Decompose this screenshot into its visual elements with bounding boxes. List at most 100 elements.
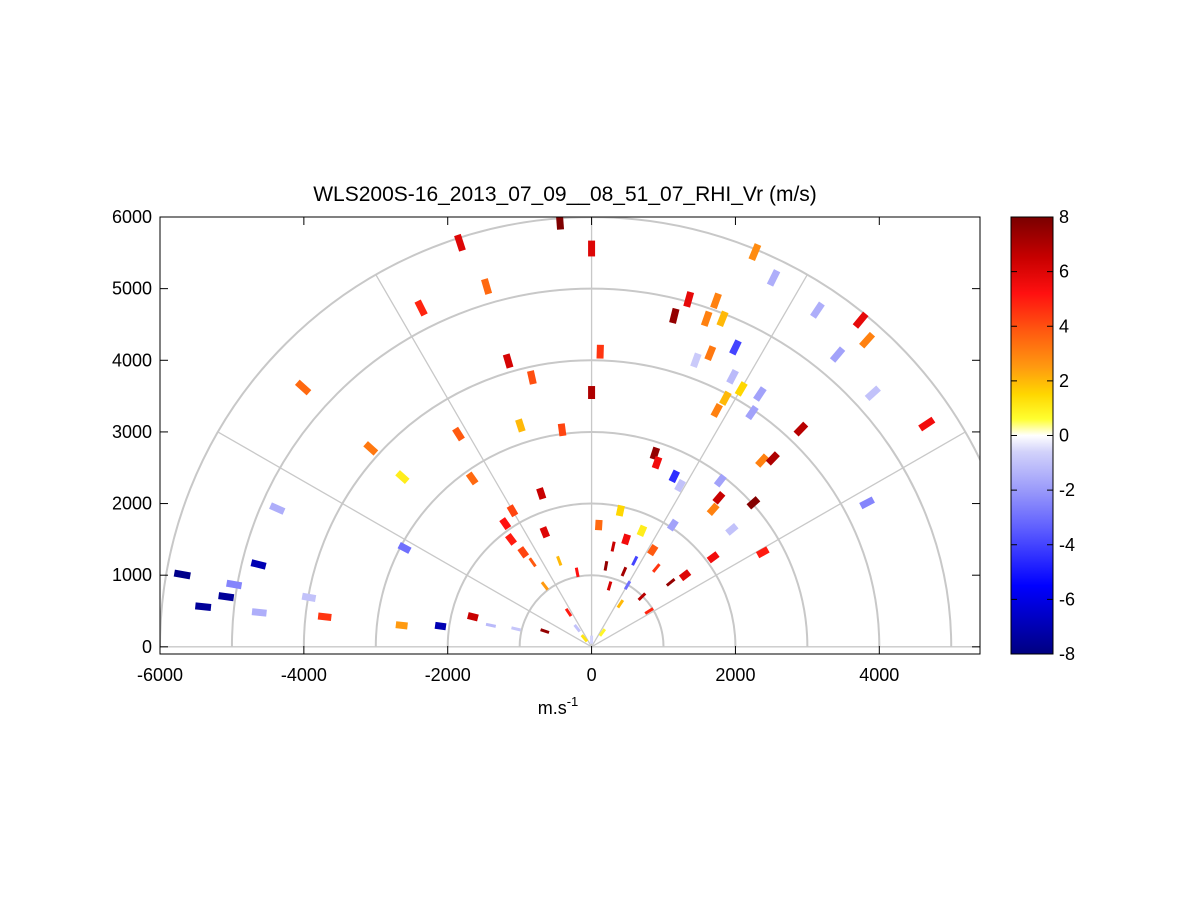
data-segment (452, 426, 465, 442)
data-segment (637, 592, 647, 602)
y-axis: 0 1000 2000 3000 4000 5000 6000 (112, 207, 980, 657)
data-segment (651, 455, 663, 470)
data-segment (218, 592, 235, 602)
data-segment (173, 569, 191, 580)
y-tick-label: 2000 (112, 494, 152, 514)
plot-area (160, 217, 980, 654)
y-tick-label: 5000 (112, 279, 152, 299)
data-marks (173, 217, 936, 644)
data-segment (615, 504, 625, 517)
data-segment (467, 612, 479, 622)
data-segment (652, 563, 661, 573)
data-segment (700, 310, 713, 327)
colorbar-tick-label: 6 (1059, 262, 1069, 282)
data-segment (515, 418, 526, 433)
data-segment (623, 580, 632, 591)
data-segment (729, 339, 742, 356)
data-segment (395, 621, 408, 630)
data-segment (598, 628, 607, 637)
data-segment (250, 559, 267, 570)
data-segment (852, 311, 869, 329)
data-segment (706, 551, 720, 564)
data-segment (502, 353, 514, 369)
data-segment (414, 299, 428, 317)
data-segment (527, 370, 537, 385)
x-axis-label-exponent: -1 (567, 694, 579, 709)
data-segment (690, 352, 702, 369)
colorbar-tick-label: -6 (1059, 589, 1075, 609)
y-tick-label: 6000 (112, 207, 152, 227)
data-segment (610, 541, 616, 552)
plot-frame (159, 216, 981, 655)
data-segment (719, 390, 732, 406)
x-axis: -6000 -4000 -2000 0 2000 4000 (137, 217, 899, 685)
data-segment (395, 470, 410, 484)
x-tick-label: 0 (587, 665, 597, 685)
data-segment (766, 269, 781, 287)
x-tick-label: -2000 (425, 665, 471, 685)
data-segment (620, 566, 628, 577)
data-segment (573, 623, 581, 633)
data-segment (269, 502, 286, 515)
data-segment (636, 524, 648, 537)
data-segment (251, 608, 267, 617)
data-segment (793, 421, 809, 437)
data-segment (810, 301, 825, 319)
data-segment (725, 522, 739, 536)
data-segment (704, 345, 717, 362)
colorbar: -8 -6 -4 -2 0 2 4 6 8 (1010, 207, 1075, 664)
data-segment (665, 578, 676, 587)
data-segment (829, 346, 846, 363)
data-segment (674, 478, 686, 493)
data-segment (481, 278, 493, 295)
data-segment (616, 599, 625, 609)
data-segment (499, 517, 512, 531)
y-tick-label: 1000 (112, 565, 152, 585)
data-segment (506, 504, 519, 518)
azimuth-spoke (217, 431, 592, 648)
data-segment (564, 607, 573, 617)
data-segment (753, 386, 767, 402)
colorbar-tick-label: 2 (1059, 371, 1069, 391)
x-tick-label: -4000 (281, 665, 327, 685)
data-segment (485, 622, 497, 628)
colorbar-ticks: -8 -6 -4 -2 0 2 4 6 8 (1011, 207, 1075, 664)
data-segment (454, 233, 466, 252)
data-segment (748, 243, 762, 262)
data-segment (528, 557, 537, 568)
colorbar-tick-label: -8 (1059, 644, 1075, 664)
data-segment (668, 469, 680, 484)
data-segment (606, 581, 613, 591)
data-segment (710, 292, 722, 310)
data-segment (713, 473, 727, 488)
data-segment (734, 381, 748, 397)
y-tick-label: 0 (142, 637, 152, 657)
x-axis-label: m.s-1 (538, 694, 579, 718)
data-segment (716, 310, 729, 327)
data-segment (666, 518, 679, 532)
data-segment (864, 385, 881, 402)
colorbar-tick-label: 0 (1059, 426, 1069, 446)
chart-title: WLS200S-16_2013_07_09__08_51_07_RHI_Vr (… (313, 183, 817, 206)
data-segment (397, 542, 412, 554)
data-segment (540, 628, 550, 634)
data-segment (539, 526, 551, 539)
colorbar-tick-label: -4 (1059, 535, 1075, 555)
data-segment (505, 533, 517, 546)
data-segment (859, 331, 876, 349)
data-segment (556, 217, 565, 230)
data-segment (557, 423, 567, 437)
data-segment (644, 607, 654, 615)
data-segment (678, 569, 692, 582)
x-tick-label: -6000 (137, 665, 183, 685)
data-segment (511, 626, 522, 632)
data-segment (594, 519, 603, 531)
data-segment (363, 441, 379, 456)
x-tick-label: 4000 (859, 665, 899, 685)
data-segment (726, 368, 739, 385)
data-segment (434, 621, 447, 631)
data-segment (710, 402, 723, 418)
data-segment (603, 560, 609, 571)
data-segment (746, 496, 761, 510)
